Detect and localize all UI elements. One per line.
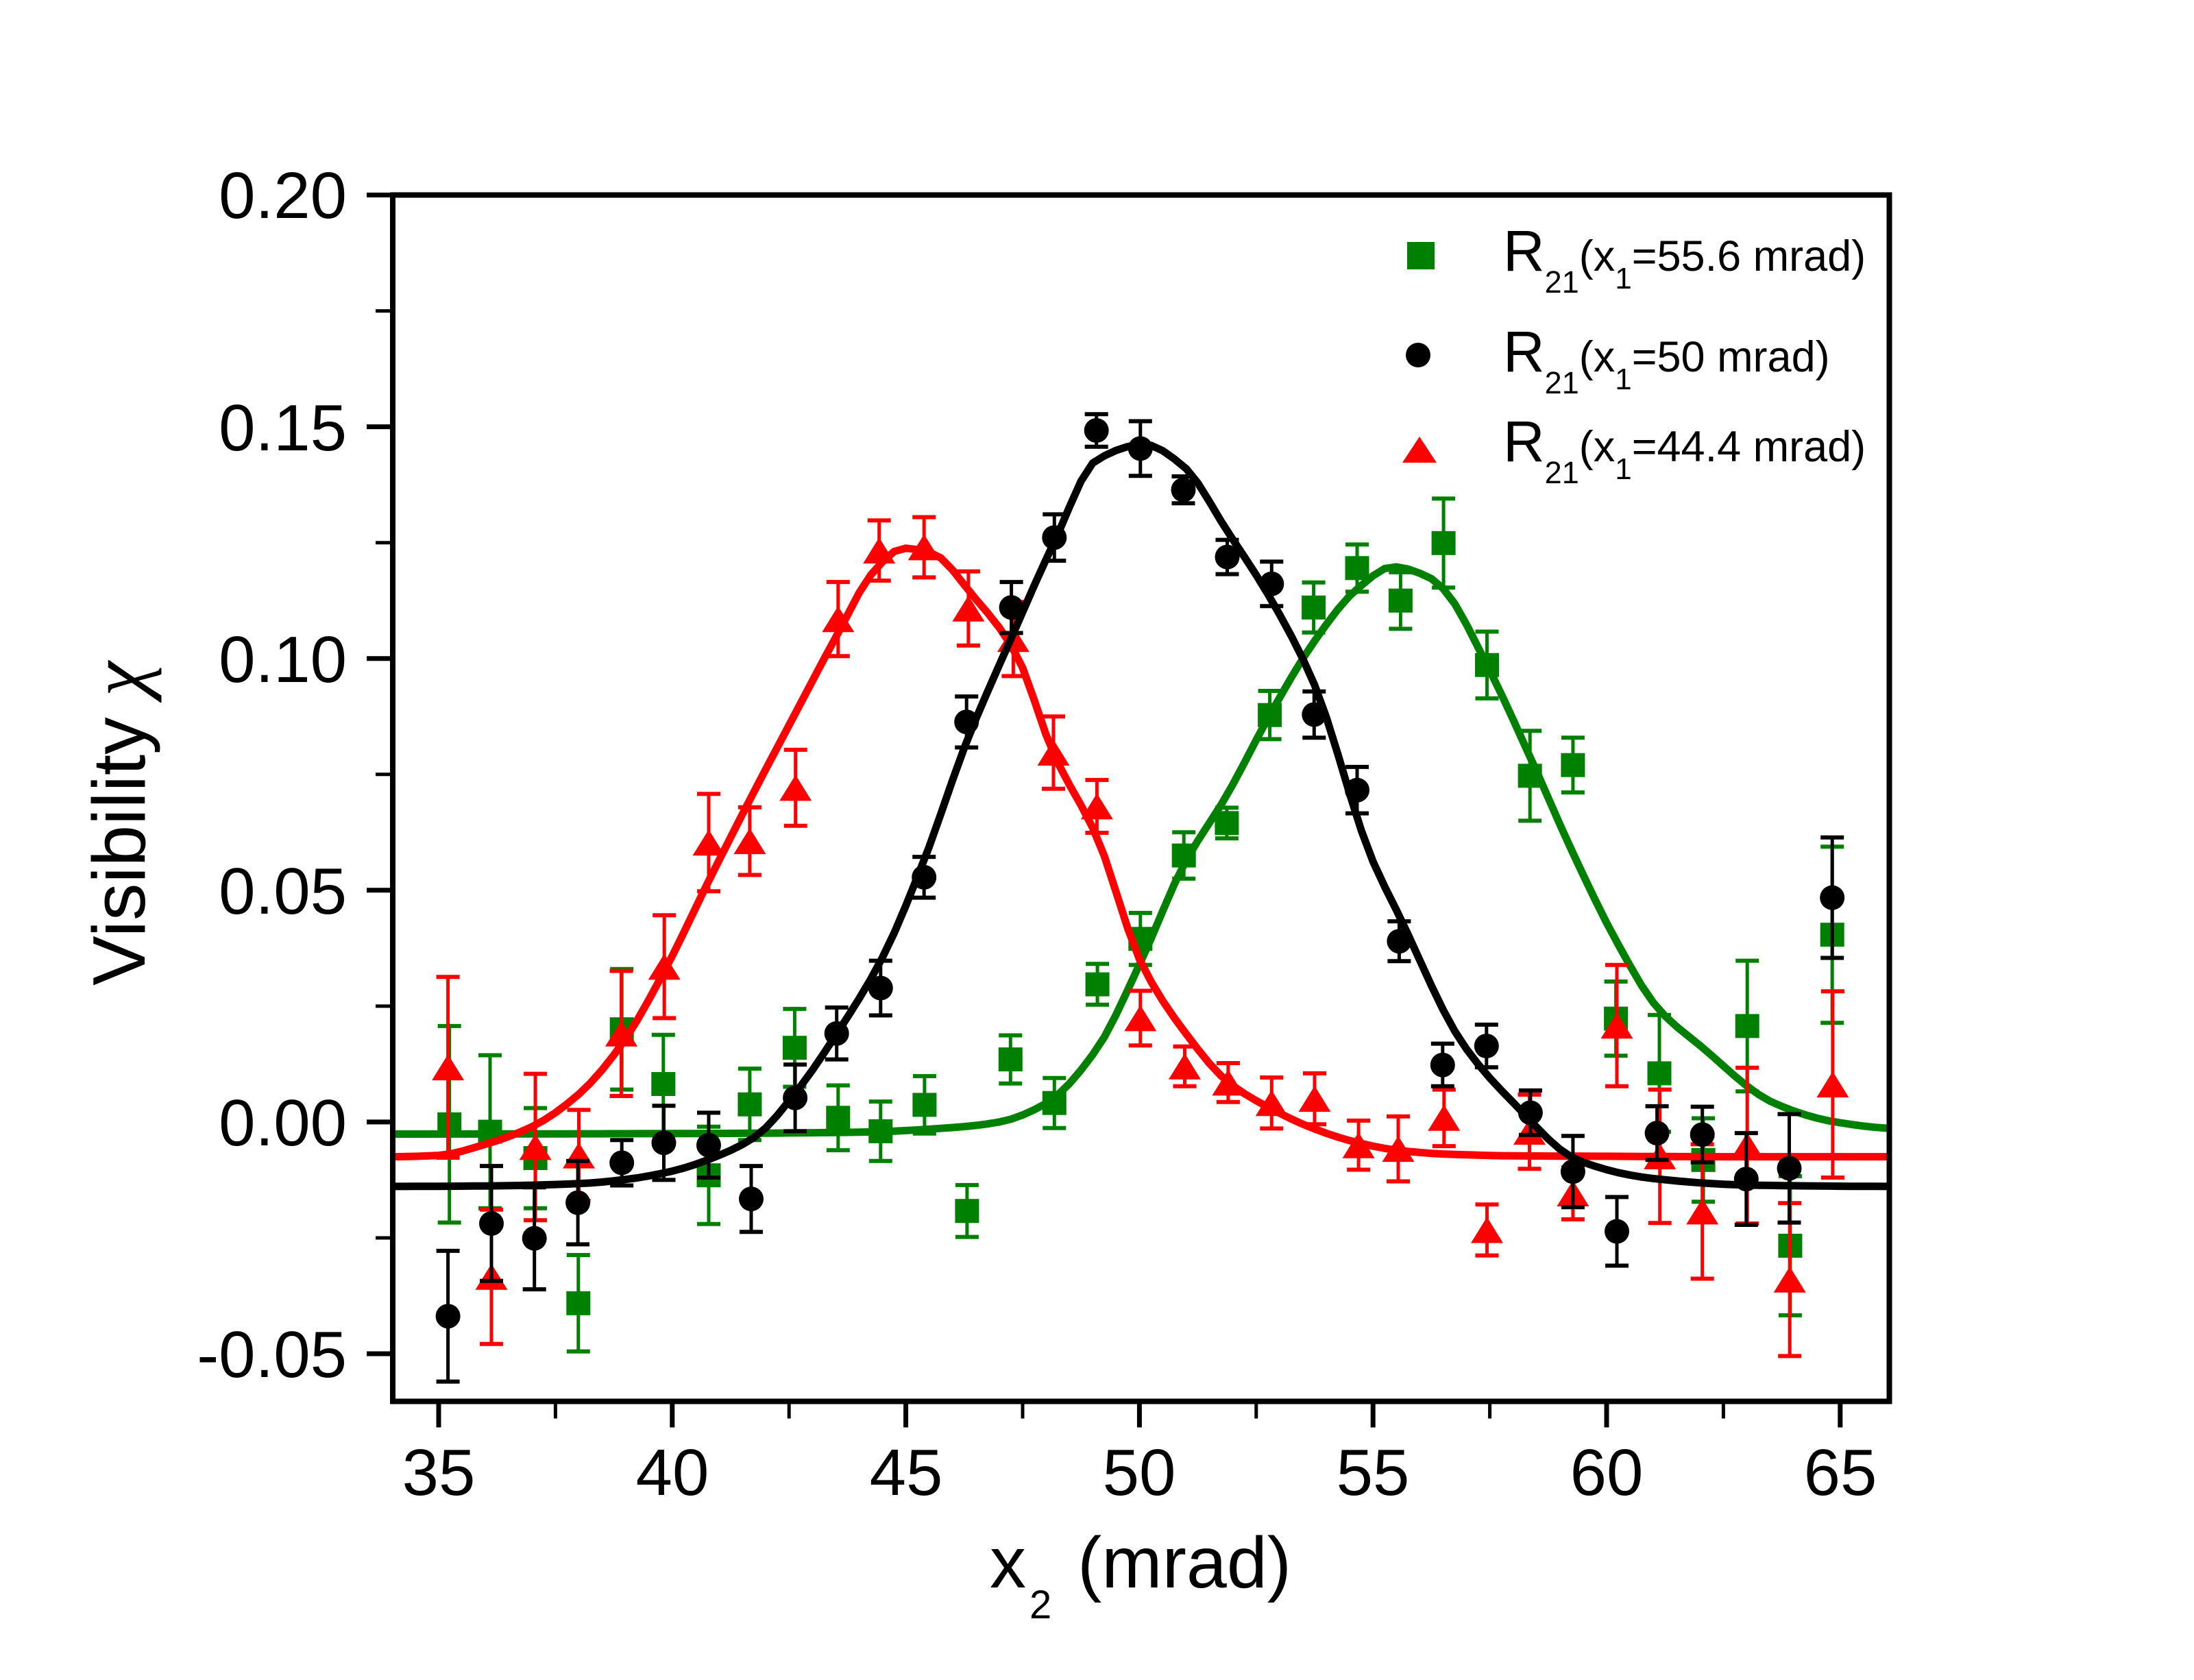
svg-text:0.00: 0.00 [219,1086,347,1160]
svg-text:65: 65 [1804,1436,1877,1509]
svg-text:50: 50 [1103,1436,1176,1509]
svg-text:55: 55 [1337,1436,1410,1509]
svg-text:0.10: 0.10 [219,623,347,696]
svg-text:0.15: 0.15 [219,391,347,465]
svg-text:0.05: 0.05 [219,855,347,928]
svg-text:(mrad): (mrad) [1077,1522,1291,1603]
svg-text:Visibility χ: Visibility χ [75,660,162,986]
svg-text:x: x [990,1522,1026,1603]
svg-text:2: 2 [1029,1583,1051,1627]
svg-text:60: 60 [1570,1436,1644,1509]
svg-text:-0.05: -0.05 [197,1318,347,1391]
svg-text:35: 35 [402,1436,476,1509]
svg-text:45: 45 [870,1436,943,1509]
svg-text:0.20: 0.20 [219,159,347,232]
svg-text:40: 40 [636,1436,709,1509]
